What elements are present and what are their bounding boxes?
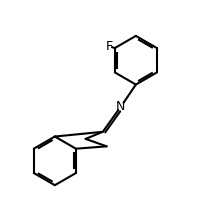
- Text: F: F: [105, 40, 113, 53]
- Text: N: N: [116, 101, 125, 113]
